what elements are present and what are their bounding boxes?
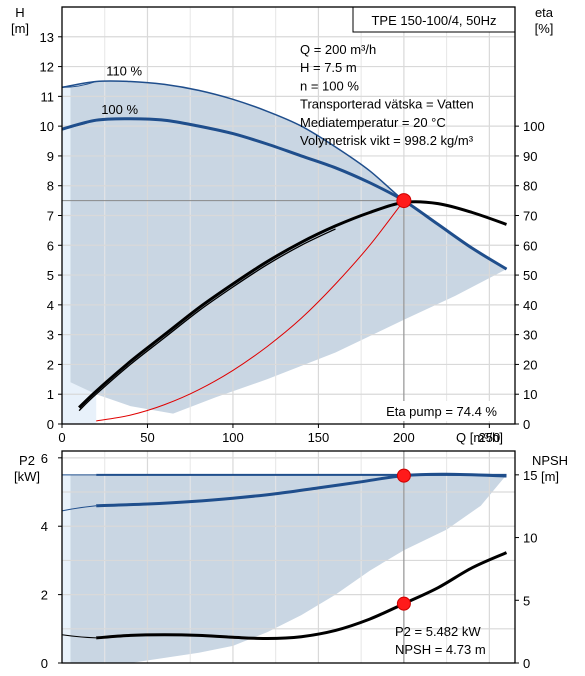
y-tick-label-left: 0 bbox=[47, 417, 54, 432]
bottom-plot-frame bbox=[61, 450, 516, 664]
series-line-system-curve bbox=[96, 200, 405, 422]
info-line: n = 100 % bbox=[300, 78, 359, 93]
y-axis-unit-right: [%] bbox=[535, 21, 554, 36]
y-tick-label-left: 10 bbox=[40, 119, 54, 134]
p2-tick-label: 4 bbox=[41, 519, 48, 534]
x-axis-title: Q [m³/h] bbox=[456, 430, 503, 445]
curve-label: 110 % bbox=[106, 63, 142, 78]
y-tick-label-left: 11 bbox=[41, 89, 55, 104]
y-tick-label-right: 100 bbox=[523, 119, 545, 134]
bottom-annotation-line: NPSH = 4.73 m bbox=[395, 642, 486, 657]
y-tick-label-right: 90 bbox=[523, 149, 537, 164]
y-tick-label-right: 70 bbox=[523, 209, 537, 224]
y-tick-label-right: 10 bbox=[523, 387, 537, 402]
p2-tick-label: 6 bbox=[41, 451, 48, 466]
x-tick-label: 100 bbox=[222, 430, 244, 445]
series-110-extension bbox=[61, 80, 97, 88]
npsh-tick-label: 5 bbox=[523, 593, 530, 608]
npsh-axis-unit: [m] bbox=[541, 469, 559, 484]
y-axis-title-right: eta bbox=[535, 5, 554, 20]
y-tick-label-left: 12 bbox=[40, 60, 54, 75]
top-plot-frame bbox=[61, 6, 516, 425]
info-line: Q = 200 m³/h bbox=[300, 42, 376, 57]
y-axis-title-left: H bbox=[15, 5, 24, 20]
y-tick-label-left: 6 bbox=[47, 238, 54, 253]
bottom-annotation-line: P2 = 5.482 kW bbox=[395, 624, 481, 639]
npsh-tick-label: 10 bbox=[523, 531, 537, 546]
info-line: Transporterad vätska = Vatten bbox=[300, 97, 474, 112]
y-tick-label-right: 20 bbox=[523, 357, 537, 372]
x-tick-label: 250 bbox=[479, 430, 501, 445]
series-line-100pct-curve bbox=[61, 117, 508, 271]
npsh-tick-label: 15 bbox=[523, 468, 537, 483]
y-axis-unit-left: [m] bbox=[11, 21, 29, 36]
y-tick-label-right: 60 bbox=[523, 238, 537, 253]
p2-axis-title: P2 bbox=[19, 453, 35, 468]
y-tick-label-left: 13 bbox=[40, 30, 54, 45]
y-tick-label-left: 5 bbox=[47, 268, 54, 283]
npsh-extension bbox=[61, 634, 97, 639]
npsh-tick-label: 0 bbox=[523, 656, 530, 671]
x-tick-label: 150 bbox=[308, 430, 330, 445]
x-tick-label: 0 bbox=[58, 430, 65, 445]
p2-extension bbox=[61, 505, 97, 512]
y-tick-label-right: 40 bbox=[523, 298, 537, 313]
npsh-axis-title: NPSH bbox=[532, 453, 568, 468]
y-tick-label-right: 0 bbox=[523, 417, 530, 432]
npsh-curve bbox=[96, 551, 508, 641]
eta-pump-annotation: Eta pump = 74.4 % bbox=[386, 404, 497, 419]
title-box bbox=[352, 6, 516, 33]
y-tick-label-left: 9 bbox=[47, 149, 54, 164]
y-tick-label-right: 80 bbox=[523, 179, 537, 194]
duty-point-marker bbox=[396, 193, 412, 209]
info-line: H = 7.5 m bbox=[300, 60, 357, 75]
y-tick-label-left: 2 bbox=[47, 357, 54, 372]
y-tick-label-left: 7 bbox=[47, 209, 54, 224]
bottom-grid bbox=[62, 451, 515, 663]
npsh-duty-marker bbox=[396, 596, 411, 611]
p2-axis-unit: [kW] bbox=[14, 469, 40, 484]
series-100-extension bbox=[61, 119, 97, 130]
curve-label: 100 % bbox=[101, 102, 138, 117]
y-tick-label-right: 30 bbox=[523, 328, 537, 343]
info-line: Mediatemperatur = 20 °C bbox=[300, 115, 446, 130]
chart-title: TPE 150-100/4, 50Hz bbox=[371, 13, 496, 28]
p2-curve bbox=[96, 472, 507, 508]
x-tick-label: 200 bbox=[393, 430, 415, 445]
x-tick-label: 50 bbox=[140, 430, 154, 445]
y-tick-label-left: 3 bbox=[47, 328, 54, 343]
p2-tick-label: 0 bbox=[41, 656, 48, 671]
efficiency-curve-secondary bbox=[78, 228, 336, 412]
p2-tick-label: 2 bbox=[41, 588, 48, 603]
eta-annotation-bg bbox=[368, 401, 499, 421]
y-tick-label-right: 50 bbox=[523, 268, 537, 283]
info-line: Volymetrisk vikt = 998.2 kg/m³ bbox=[300, 133, 474, 148]
y-tick-label-left: 4 bbox=[47, 298, 54, 313]
operating-area-bottom bbox=[70, 474, 507, 663]
p2-duty-marker bbox=[396, 468, 411, 483]
series-line-efficiency-curve bbox=[78, 200, 507, 409]
y-tick-label-left: 8 bbox=[47, 179, 54, 194]
y-tick-label-left: 1 bbox=[47, 387, 54, 402]
